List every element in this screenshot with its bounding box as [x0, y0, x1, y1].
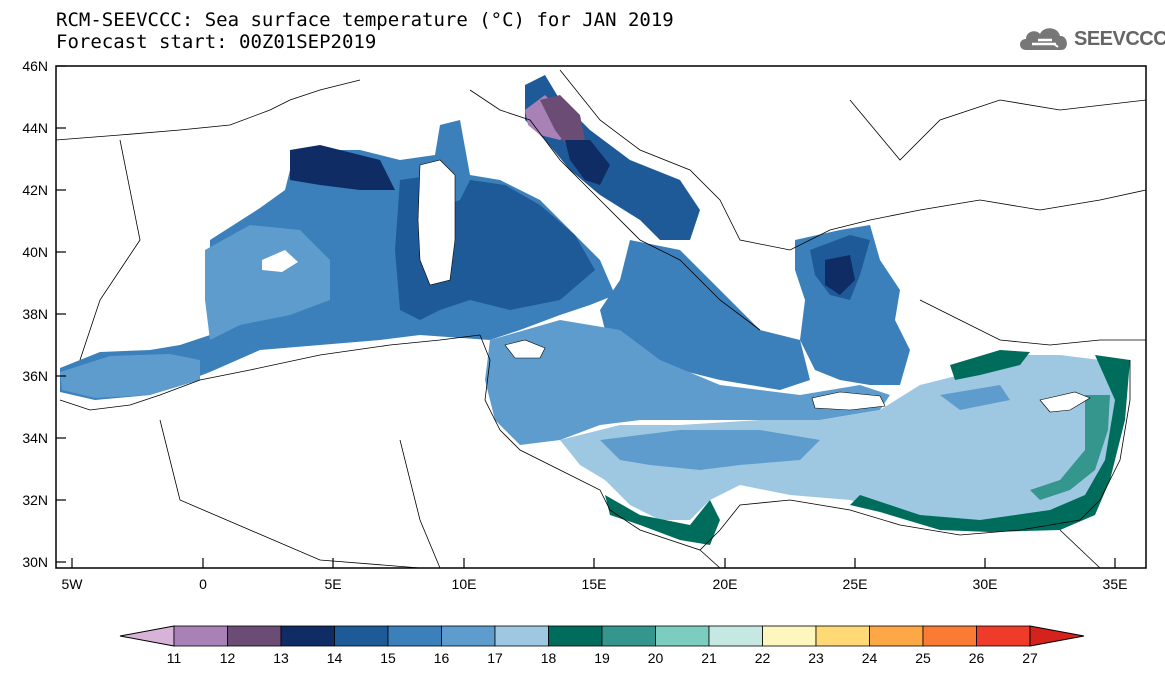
page-title-line2: Forecast start: 00Z01SEP2019 [56, 31, 377, 53]
colorbar-tick-label: 23 [808, 650, 824, 666]
colorbar-tick-label: 20 [647, 650, 664, 666]
colorbar-tick-label: 18 [540, 650, 557, 666]
colorbar-box [441, 625, 496, 647]
island-cyprus [1039, 391, 1091, 413]
page-title-line1: RCM-SEEVCCC: Sea surface temperature (°C… [56, 9, 674, 31]
cloud-icon [1020, 28, 1067, 50]
colorbar-box [655, 625, 710, 647]
sst-region-ionian-15 [600, 240, 810, 390]
island-balearic [262, 250, 298, 272]
sst-region-16-alboran [60, 354, 200, 398]
lon-label: 35E [1102, 576, 1128, 592]
sst-region-19-libya-coast [605, 495, 720, 545]
colorbar-tick-label: 16 [433, 650, 450, 666]
lon-ticks [71, 558, 1116, 568]
colorbar-arrow-high [1029, 625, 1085, 647]
sst-region-13-north-adriatic [540, 95, 585, 150]
island-sicily [504, 339, 546, 359]
sst-region-20-levant-coast [1030, 395, 1110, 500]
colorbar-tick-label: 17 [487, 650, 503, 666]
colorbar-box [976, 625, 1031, 647]
lat-label: 30N [22, 554, 48, 570]
colorbar-tick-label: 24 [861, 650, 878, 666]
colorbar-box [922, 625, 977, 647]
lon-label: 10E [451, 576, 477, 592]
lat-label: 36N [22, 368, 48, 384]
lat-label: 46N [22, 58, 48, 74]
lon-label: 5W [61, 576, 83, 592]
seevccc-logo: SEEVCCC [1016, 22, 1165, 62]
colorbar-box [869, 625, 924, 647]
plot-frame [55, 65, 1147, 569]
lat-label: 34N [22, 430, 48, 446]
lon-label: 25E [842, 576, 868, 592]
colorbar-box [227, 625, 282, 647]
colorbar-tick-label: 26 [968, 650, 985, 666]
lon-label: 30E [972, 576, 998, 592]
sea-surface-temperature-field [60, 75, 1130, 545]
colorbar-tick-label: 22 [754, 650, 771, 666]
sst-region-16-levant-inner [940, 385, 1010, 410]
lat-ticks [56, 65, 66, 563]
logo-text: SEEVCCC [1074, 28, 1165, 50]
lat-label: 38N [22, 306, 48, 322]
coastlines-and-borders [55, 69, 1147, 569]
colorbar-box [708, 625, 763, 647]
lon-label: 0 [199, 576, 207, 592]
island-crete [811, 391, 886, 411]
colorbar-box [173, 625, 228, 647]
colorbar-tick-label: 11 [166, 650, 182, 666]
sst-region-16-east-inner [600, 430, 820, 470]
island-corsica-sardinia [417, 159, 456, 286]
sst-region-16-central [485, 320, 890, 445]
colorbar-tick-label: 13 [273, 650, 289, 666]
colorbar-tick-label: 27 [1022, 650, 1038, 666]
colorbar-tick-label: 15 [380, 650, 396, 666]
colorbar-box [762, 625, 817, 647]
colorbar-tick-label: 14 [326, 650, 343, 666]
colorbar-box [815, 625, 870, 647]
lat-label: 42N [22, 182, 48, 198]
sst-region-14-aegean-core [825, 255, 855, 295]
colorbar-box [334, 625, 389, 647]
colorbar-tick-label: 21 [701, 650, 717, 666]
colorbar-arrow-low [119, 625, 175, 647]
lat-label: 32N [22, 492, 48, 508]
colorbar [119, 625, 1085, 647]
lat-label: 44N [22, 120, 48, 136]
colorbar-tick-label: 19 [594, 650, 610, 666]
colorbar-box [548, 625, 603, 647]
sst-region-14-adriatic [565, 140, 610, 185]
sst-region-14-lion [290, 145, 395, 190]
sst-region-19-egypt-coast [950, 350, 1030, 380]
colorbar-tick-label: 25 [915, 650, 931, 666]
lat-label: 40N [22, 244, 48, 260]
lon-label: 5E [324, 576, 342, 592]
colorbar-box [387, 625, 442, 647]
colorbar-tick-label: 12 [219, 650, 236, 666]
colorbar-box [280, 625, 335, 647]
lon-label: 20E [712, 576, 738, 592]
lon-label: 15E [581, 576, 607, 592]
colorbar-box [601, 625, 656, 647]
sst-region-16-balearic [205, 225, 330, 340]
colorbar-box [494, 625, 549, 647]
